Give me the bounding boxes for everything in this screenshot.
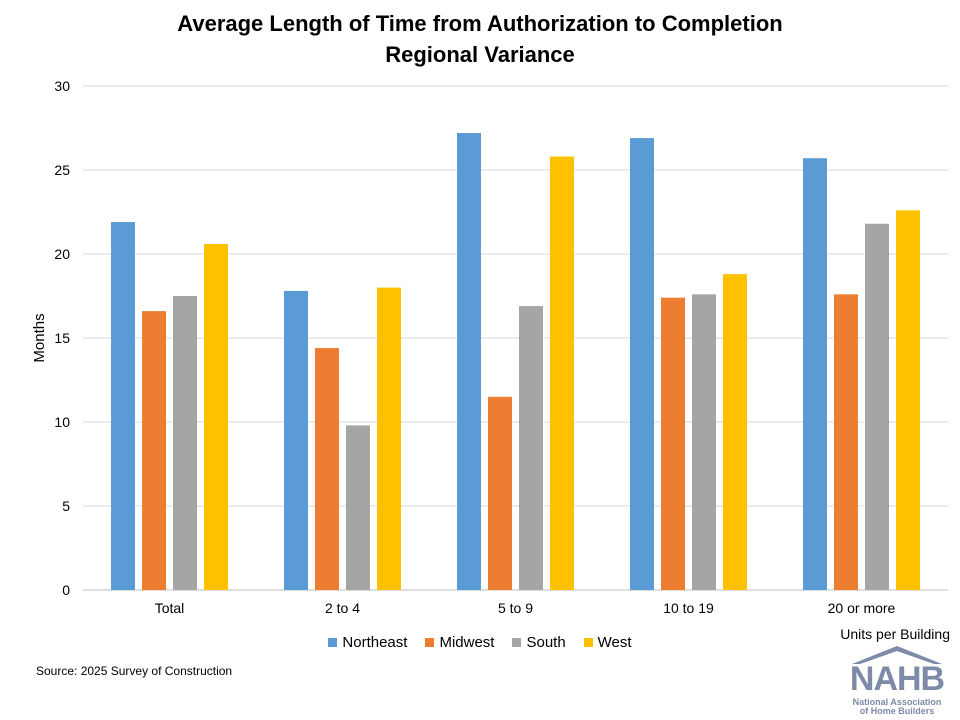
x-tick-label: 10 to 19 bbox=[663, 600, 714, 616]
legend-item: Northeast bbox=[328, 634, 407, 651]
legend-label: South bbox=[526, 633, 566, 651]
legend-item: South bbox=[512, 633, 566, 651]
bar-west bbox=[377, 287, 401, 590]
source-note: Source: 2025 Survey of Construction bbox=[36, 664, 233, 678]
y-tick-label: 15 bbox=[54, 330, 70, 346]
legend-label: Northeast bbox=[342, 633, 408, 651]
y-tick-label: 0 bbox=[62, 582, 70, 598]
y-tick-label: 5 bbox=[62, 498, 70, 514]
logo-subtitle-line2: of Home Builders bbox=[859, 706, 935, 716]
bar-west bbox=[550, 156, 574, 590]
logo-subtitle-line1: National Association bbox=[852, 697, 942, 707]
house-roof-icon bbox=[852, 646, 942, 664]
legend-swatch bbox=[583, 637, 593, 647]
y-axis-label: Months bbox=[31, 313, 48, 362]
x-tick-label: 2 to 4 bbox=[325, 600, 360, 616]
bar-northeast bbox=[111, 222, 135, 590]
legend-item: Midwest bbox=[425, 634, 494, 651]
bar-south bbox=[865, 223, 889, 590]
logo-subtitle: National Association of Home Builders bbox=[842, 698, 952, 716]
bar-midwest bbox=[834, 294, 858, 590]
bar-west bbox=[896, 210, 920, 590]
bar-south bbox=[519, 306, 543, 590]
nahb-logo: NAHB National Association of Home Builde… bbox=[842, 644, 952, 716]
bar-midwest bbox=[142, 311, 166, 590]
bar-midwest bbox=[315, 348, 339, 590]
legend-label: West bbox=[597, 633, 632, 651]
legend: Northeast Midwest South West bbox=[0, 632, 960, 652]
y-tick-label: 10 bbox=[54, 414, 70, 430]
bar-northeast bbox=[630, 138, 654, 590]
bar-south bbox=[346, 425, 370, 590]
bar-northeast bbox=[284, 290, 308, 590]
x-axis-title: Units per Building bbox=[840, 626, 950, 642]
bar-northeast bbox=[803, 158, 827, 591]
x-tick-label: Total bbox=[155, 600, 185, 616]
chart-title: Average Length of Time from Authorizatio… bbox=[177, 11, 783, 36]
bar-midwest bbox=[488, 396, 512, 590]
bar-south bbox=[692, 294, 716, 590]
x-tick-label: 5 to 9 bbox=[498, 600, 533, 616]
bar-northeast bbox=[457, 133, 481, 591]
bar-west bbox=[723, 274, 747, 590]
legend-item: West bbox=[583, 633, 632, 651]
x-tick-label: 20 or more bbox=[828, 600, 896, 616]
legend-label: Midwest bbox=[439, 633, 495, 651]
y-tick-label: 20 bbox=[54, 246, 70, 262]
legend-swatch bbox=[512, 637, 522, 647]
legend-swatch bbox=[328, 637, 338, 647]
logo-wordmark: NAHB bbox=[849, 660, 945, 698]
bar-midwest bbox=[661, 297, 685, 590]
legend-swatch bbox=[425, 637, 435, 647]
y-tick-label: 25 bbox=[54, 162, 70, 178]
bar-west bbox=[204, 243, 228, 591]
bar-south bbox=[173, 296, 197, 590]
chart-subtitle: Regional Variance bbox=[385, 42, 575, 67]
y-tick-label: 30 bbox=[54, 78, 70, 94]
